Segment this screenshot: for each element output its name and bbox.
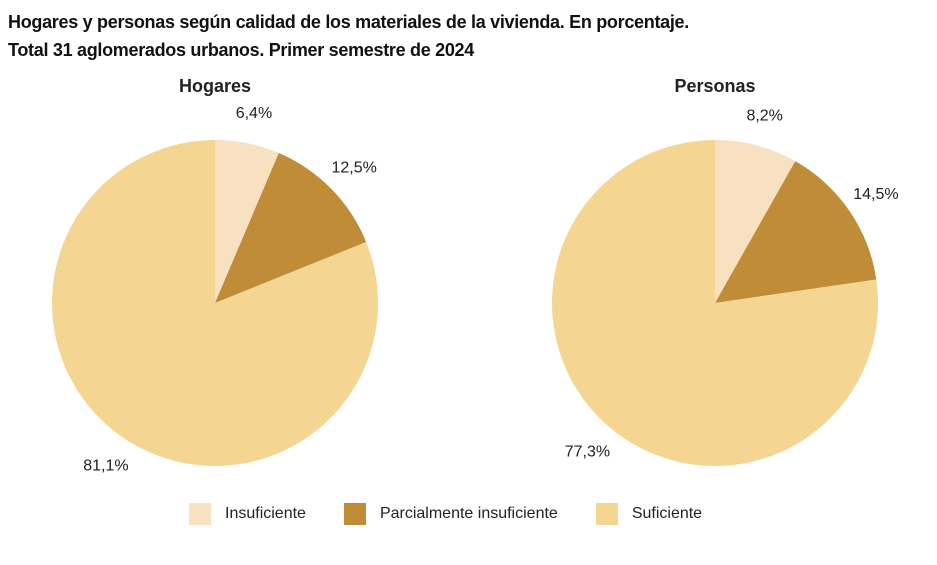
legend-label: Insuficiente [225,505,306,522]
legend-item-parcialmente-insuficiente: Parcialmente insuficiente [343,503,558,525]
chart-title: Hogares y personas según calidad de los … [8,8,689,64]
pie-slice-suficiente [552,140,878,466]
pie-slice-insuficiente [715,140,796,303]
title-line-1: Hogares y personas según calidad de los … [8,12,689,32]
legend-item-insuficiente: Insuficiente [189,503,306,525]
legend: Insuficiente Parcialmente insuficiente S… [189,503,740,525]
data-label: 6,4% [236,105,272,122]
data-label: 77,3% [565,443,610,460]
data-label: 8,2% [746,107,782,124]
legend-swatch [595,503,618,525]
pie-slice-parcialmente-insuficiente [215,153,367,303]
data-label: 12,5% [331,159,376,176]
data-label: 14,5% [853,186,898,203]
legend-label: Suficiente [631,505,703,522]
title-line-2: Total 31 aglomerados urbanos. Primer sem… [8,40,474,60]
legend-item-suficiente: Suficiente [595,503,703,525]
pie-slice-insuficiente [215,140,279,303]
data-label: 81,1% [83,458,128,475]
pie-slice-suficiente [51,140,378,466]
legend-swatch [189,503,211,525]
pie-slice-parcialmente-insuficiente [715,161,877,303]
legend-label: Parcialmente insuficiente [379,505,558,522]
pie-title: Personas [674,76,755,96]
pie-title: Hogares [179,76,251,96]
legend-swatch [343,503,366,525]
